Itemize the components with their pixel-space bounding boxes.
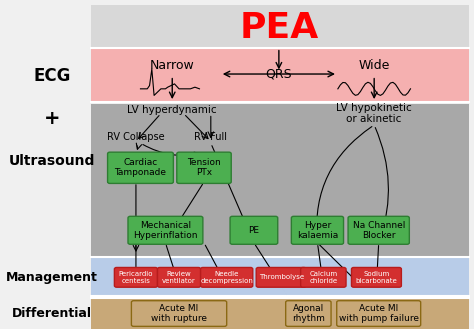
Text: Review
ventilator: Review ventilator	[162, 271, 196, 284]
Text: RV Collapse: RV Collapse	[107, 132, 165, 141]
Text: ECG: ECG	[33, 67, 71, 85]
Text: Calcium
chloride: Calcium chloride	[309, 271, 337, 284]
Text: Needle
decompression: Needle decompression	[200, 271, 253, 284]
FancyBboxPatch shape	[348, 216, 410, 244]
Text: PEA: PEA	[239, 11, 319, 45]
Text: LV hyperdynamic: LV hyperdynamic	[128, 105, 217, 115]
Text: RV Full: RV Full	[194, 132, 228, 141]
FancyBboxPatch shape	[177, 152, 231, 184]
Text: QRS: QRS	[265, 67, 292, 81]
FancyBboxPatch shape	[91, 49, 469, 102]
FancyBboxPatch shape	[201, 267, 253, 287]
Text: LV hypokinetic
or akinetic: LV hypokinetic or akinetic	[336, 103, 412, 124]
Text: Wide: Wide	[358, 59, 390, 72]
FancyBboxPatch shape	[91, 258, 469, 296]
Text: Sodium
bicarbonate: Sodium bicarbonate	[356, 271, 397, 284]
FancyBboxPatch shape	[230, 216, 278, 244]
Text: Thrombolyse: Thrombolyse	[259, 274, 304, 280]
FancyBboxPatch shape	[292, 216, 344, 244]
Text: Management: Management	[6, 271, 98, 284]
FancyBboxPatch shape	[157, 267, 201, 287]
FancyBboxPatch shape	[286, 301, 331, 326]
FancyBboxPatch shape	[301, 267, 346, 287]
FancyBboxPatch shape	[91, 298, 469, 329]
Text: Agonal
rhythm: Agonal rhythm	[292, 304, 325, 323]
FancyBboxPatch shape	[114, 267, 157, 287]
Text: Ultrasound: Ultrasound	[9, 154, 95, 168]
FancyBboxPatch shape	[256, 267, 306, 287]
Text: Na Channel
Blocker: Na Channel Blocker	[353, 221, 405, 240]
FancyBboxPatch shape	[337, 301, 421, 326]
Text: Pericardio
centesis: Pericardio centesis	[118, 271, 153, 284]
FancyBboxPatch shape	[108, 152, 173, 184]
Text: Tension
PTx: Tension PTx	[187, 158, 221, 177]
Text: +: +	[44, 109, 60, 128]
FancyBboxPatch shape	[352, 267, 401, 287]
FancyBboxPatch shape	[91, 104, 469, 257]
Text: Mechanical
Hyperinflation: Mechanical Hyperinflation	[133, 221, 198, 240]
FancyBboxPatch shape	[91, 5, 469, 48]
FancyBboxPatch shape	[128, 216, 203, 244]
Text: Acute MI
with rupture: Acute MI with rupture	[151, 304, 207, 323]
Text: Cardiac
Tamponade: Cardiac Tamponade	[115, 158, 166, 177]
Text: Acute MI
with pump failure: Acute MI with pump failure	[339, 304, 419, 323]
Text: Narrow: Narrow	[150, 59, 195, 72]
Text: Differential: Differential	[12, 307, 92, 320]
FancyBboxPatch shape	[131, 301, 227, 326]
Text: Hyper
kalaemia: Hyper kalaemia	[297, 221, 338, 240]
Text: PE: PE	[248, 226, 259, 235]
